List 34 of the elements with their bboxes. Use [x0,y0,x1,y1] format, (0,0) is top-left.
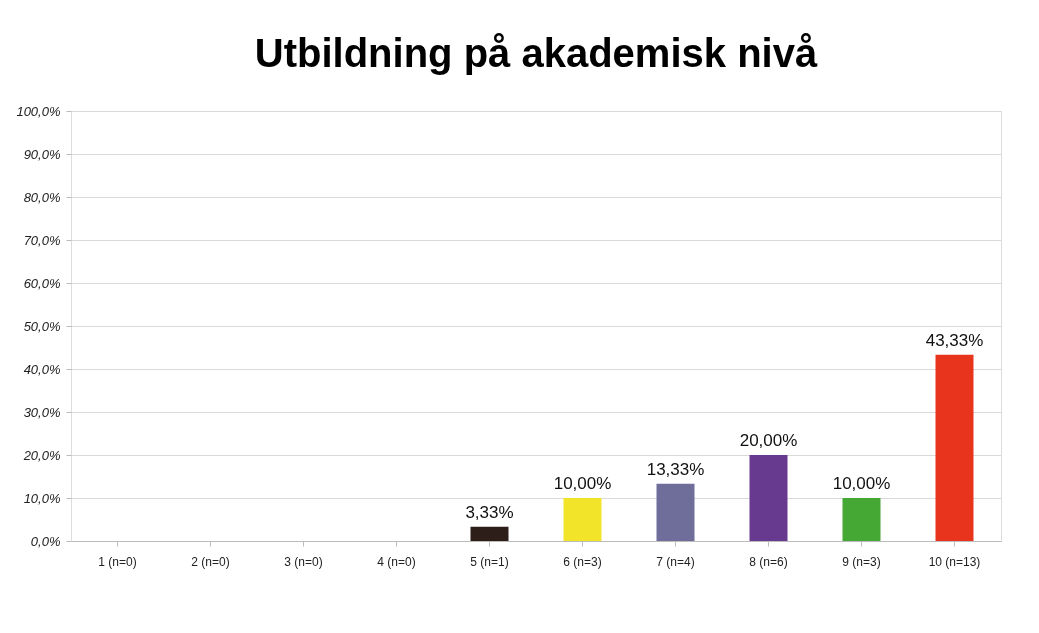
x-tick-label: 7 (n=4) [656,554,695,569]
bar [749,455,788,541]
data-label: 10,00% [553,474,612,493]
y-tick-label: 20,0% [22,447,61,463]
x-tick-label: 2 (n=0) [191,554,230,569]
bar [656,483,695,541]
data-label: 13,33% [646,459,705,479]
y-tick-label: 40,0% [23,361,61,377]
y-tick-label: 60,0% [23,275,61,291]
bar [842,498,881,541]
x-tick-label: 8 (n=6) [749,554,788,569]
x-tick-label: 10 (n=13) [928,554,981,569]
chart-title: Utbildning på akademisk nivå [254,31,818,75]
y-tick-label: 80,0% [23,189,61,205]
x-tick-label: 3 (n=0) [284,554,323,569]
data-label: 3,33% [465,502,514,522]
x-tick-label: 9 (n=3) [842,554,881,569]
data-label: 43,33% [925,330,984,350]
x-tick-label: 6 (n=3) [563,554,602,569]
x-tick-label: 5 (n=1) [470,554,509,569]
data-label: 20,00% [739,431,798,450]
data-label: 10,00% [832,474,891,493]
y-tick-label: 70,0% [23,232,61,248]
y-tick-label: 90,0% [23,146,61,162]
x-tick-label: 4 (n=0) [377,554,416,569]
y-tick-label: 10,0% [23,490,61,506]
bar [470,526,509,541]
x-tick-label: 1 (n=0) [98,554,137,569]
bar [563,498,602,541]
y-tick-label: 30,0% [23,404,61,420]
y-tick-label: 0,0% [30,533,61,549]
bar [935,354,974,541]
y-tick-label: 100,0% [16,103,61,119]
y-tick-label: 50,0% [23,318,61,334]
